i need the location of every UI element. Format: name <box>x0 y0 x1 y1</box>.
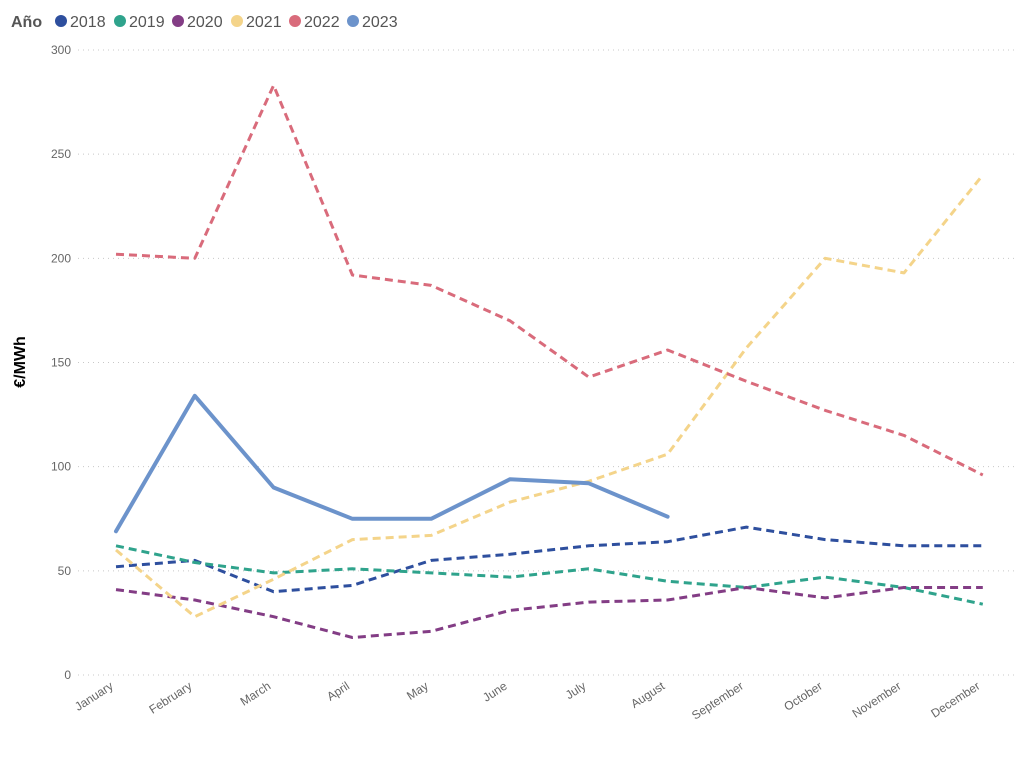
x-tick-label: August <box>628 678 668 710</box>
x-tick-label: February <box>147 679 195 717</box>
x-tick-label: June <box>480 679 510 705</box>
x-tick-label: January <box>72 679 115 714</box>
legend-marker-2020 <box>172 15 184 27</box>
x-tick-label: March <box>238 679 274 709</box>
x-tick-label: October <box>781 679 824 714</box>
legend-label-2019[interactable]: 2019 <box>129 14 165 31</box>
x-tick-label: May <box>404 679 431 703</box>
legend-label-2021[interactable]: 2021 <box>246 14 282 31</box>
series-line-2023[interactable] <box>114 393 670 534</box>
legend-marker-2018 <box>55 15 67 27</box>
legend-marker-2021 <box>231 15 243 27</box>
legend-marker-2019 <box>114 15 126 27</box>
series-line-2019[interactable] <box>115 544 984 606</box>
legend-label-2020[interactable]: 2020 <box>187 14 223 31</box>
y-tick-label: 250 <box>51 147 71 161</box>
x-tick-label: April <box>324 679 352 704</box>
legend: Año 2018 2019 2020 2021 2022 2023 <box>11 14 398 31</box>
series-line-2021[interactable] <box>115 174 984 619</box>
legend-title: Año <box>11 14 42 31</box>
y-axis-title: €/MWh <box>12 336 29 388</box>
legend-label-2022[interactable]: 2022 <box>304 14 340 31</box>
grid <box>78 49 1015 676</box>
y-tick-label: 50 <box>58 564 72 578</box>
series-layer <box>114 83 984 639</box>
legend-marker-2022 <box>289 15 301 27</box>
legend-label-2023[interactable]: 2023 <box>362 14 398 31</box>
y-tick-label: 200 <box>51 251 71 265</box>
y-tick-label: 0 <box>64 668 71 682</box>
x-tick-label: July <box>563 679 589 702</box>
legend-marker-2023 <box>347 15 359 27</box>
y-tick-label: 100 <box>51 460 71 474</box>
series-line-2022[interactable] <box>115 83 984 477</box>
x-tick-label: December <box>928 679 982 721</box>
y-tick-label: 300 <box>51 43 71 57</box>
x-axis-ticks: January February March April May June July Augu… <box>72 678 982 722</box>
y-axis-ticks: 0 50 100 150 200 250 300 <box>51 43 71 682</box>
y-tick-label: 150 <box>51 356 71 370</box>
series-line-2020[interactable] <box>115 586 983 639</box>
legend-label-2018[interactable]: 2018 <box>70 14 106 31</box>
x-tick-label: November <box>850 679 904 721</box>
x-tick-label: September <box>689 679 746 723</box>
